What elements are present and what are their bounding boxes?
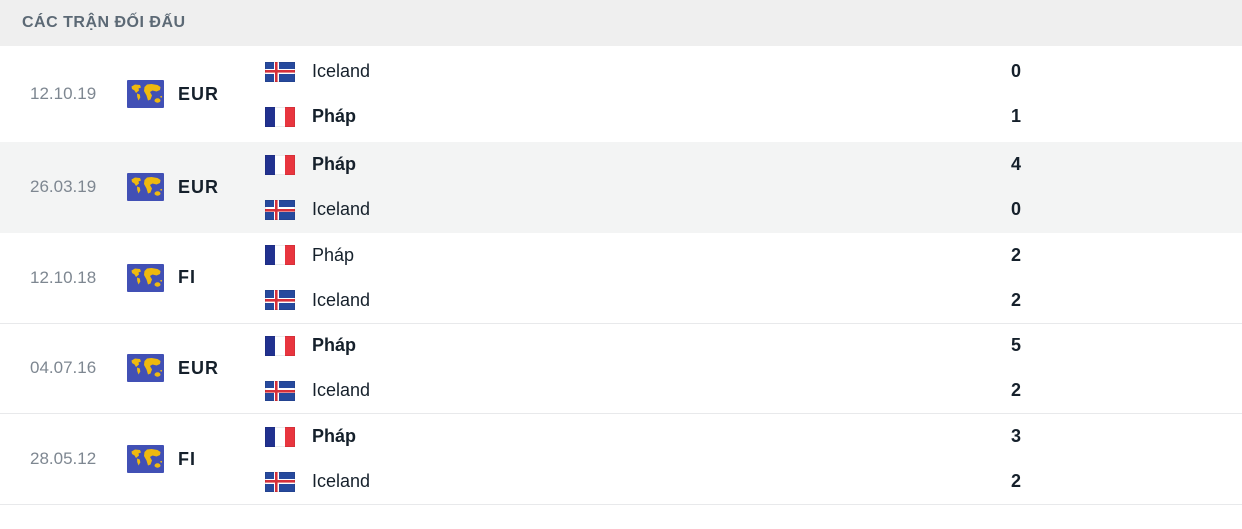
iceland-flag-icon bbox=[265, 199, 295, 220]
row-spacer bbox=[1036, 414, 1242, 504]
match-row[interactable]: 04.07.16 EUR Pháp bbox=[0, 323, 1242, 415]
score-first: 4 bbox=[1010, 154, 1021, 175]
team-row-second: Iceland bbox=[265, 187, 996, 232]
competition-code: FI bbox=[178, 448, 196, 469]
team-row-second: Iceland bbox=[265, 278, 996, 323]
world-map-icon bbox=[127, 445, 164, 474]
france-flag-icon bbox=[265, 154, 295, 175]
row-spacer bbox=[1036, 46, 1242, 142]
score-first: 3 bbox=[1010, 426, 1021, 447]
match-row[interactable]: 28.05.12 FI Pháp bbox=[0, 414, 1242, 505]
team-row-first: Pháp bbox=[265, 414, 996, 459]
row-spacer bbox=[1036, 142, 1242, 233]
iceland-flag-icon bbox=[265, 290, 295, 311]
teams-column: Pháp Iceland bbox=[265, 233, 996, 323]
team-row-first: Pháp bbox=[265, 142, 996, 187]
score-first: 5 bbox=[1010, 335, 1021, 356]
competition-cell: FI bbox=[127, 233, 265, 323]
iceland-flag-icon bbox=[265, 471, 295, 492]
world-map-icon bbox=[127, 173, 164, 202]
team-name: Pháp bbox=[312, 106, 357, 126]
head-to-head-panel: CÁC TRẬN ĐỐI ĐẤU 12.10.19 EUR bbox=[0, 0, 1242, 505]
score-first: 0 bbox=[1010, 61, 1021, 81]
team-name: Iceland bbox=[312, 199, 371, 220]
france-flag-icon bbox=[265, 245, 295, 266]
score-second: 1 bbox=[1010, 106, 1021, 126]
match-row[interactable]: 12.10.18 FI Pháp bbox=[0, 232, 1242, 324]
panel-header: CÁC TRẬN ĐỐI ĐẤU bbox=[0, 0, 1242, 46]
score-column: 0 1 bbox=[996, 46, 1036, 142]
team-name: Pháp bbox=[312, 244, 355, 265]
teams-column: Pháp Iceland bbox=[265, 414, 996, 504]
teams-column: Pháp Iceland bbox=[265, 324, 996, 414]
iceland-flag-icon bbox=[265, 61, 295, 82]
score-column: 5 2 bbox=[996, 324, 1036, 414]
row-spacer bbox=[1036, 324, 1242, 414]
team-row-first: Iceland bbox=[265, 49, 996, 94]
score-column: 4 0 bbox=[996, 142, 1036, 233]
competition-code: EUR bbox=[178, 176, 220, 197]
iceland-flag-icon bbox=[265, 380, 295, 401]
france-flag-icon bbox=[265, 335, 295, 356]
team-row-first: Pháp bbox=[265, 233, 996, 278]
score-second: 2 bbox=[1010, 380, 1021, 401]
team-name: Iceland bbox=[312, 380, 371, 401]
match-date: 04.07.16 bbox=[30, 358, 97, 378]
competition-code: EUR bbox=[178, 357, 220, 378]
team-name: Iceland bbox=[312, 61, 371, 81]
team-name: Iceland bbox=[312, 471, 371, 492]
france-flag-icon bbox=[265, 426, 295, 447]
score-first: 2 bbox=[1010, 244, 1021, 265]
panel-title: CÁC TRẬN ĐỐI ĐẤU bbox=[22, 14, 186, 31]
team-row-second: Iceland bbox=[265, 459, 996, 504]
teams-column: Pháp Iceland bbox=[265, 142, 996, 233]
competition-cell: EUR bbox=[127, 324, 265, 414]
team-row-first: Pháp bbox=[265, 324, 996, 369]
row-spacer bbox=[1036, 233, 1242, 323]
score-second: 2 bbox=[1010, 289, 1021, 310]
team-row-second: Iceland bbox=[265, 368, 996, 413]
teams-column: Iceland Pháp bbox=[265, 46, 996, 142]
team-name: Pháp bbox=[312, 426, 357, 447]
team-name: Iceland bbox=[312, 289, 371, 310]
match-date: 12.10.18 bbox=[30, 267, 97, 287]
match-row[interactable]: 26.03.19 EUR Pháp bbox=[0, 142, 1242, 233]
world-map-icon bbox=[127, 354, 164, 383]
score-second: 0 bbox=[1010, 199, 1021, 220]
world-map-icon bbox=[127, 263, 164, 292]
team-name: Pháp bbox=[312, 335, 357, 356]
match-row[interactable]: 12.10.19 EUR Iceland bbox=[0, 46, 1242, 142]
competition-code: FI bbox=[178, 267, 196, 288]
team-row-second: Pháp bbox=[265, 94, 996, 139]
france-flag-icon bbox=[265, 106, 295, 127]
match-date: 12.10.19 bbox=[30, 84, 97, 103]
score-column: 3 2 bbox=[996, 414, 1036, 504]
competition-cell: FI bbox=[127, 414, 265, 504]
matches-list: 12.10.19 EUR Iceland bbox=[0, 46, 1242, 505]
competition-cell: EUR bbox=[127, 46, 265, 142]
competition-code: EUR bbox=[178, 83, 220, 104]
world-map-icon bbox=[127, 80, 164, 108]
match-date: 28.05.12 bbox=[30, 449, 97, 469]
match-date: 26.03.19 bbox=[30, 177, 97, 197]
score-column: 2 2 bbox=[996, 233, 1036, 323]
competition-cell: EUR bbox=[127, 142, 265, 233]
score-second: 2 bbox=[1010, 471, 1021, 492]
team-name: Pháp bbox=[312, 154, 357, 175]
